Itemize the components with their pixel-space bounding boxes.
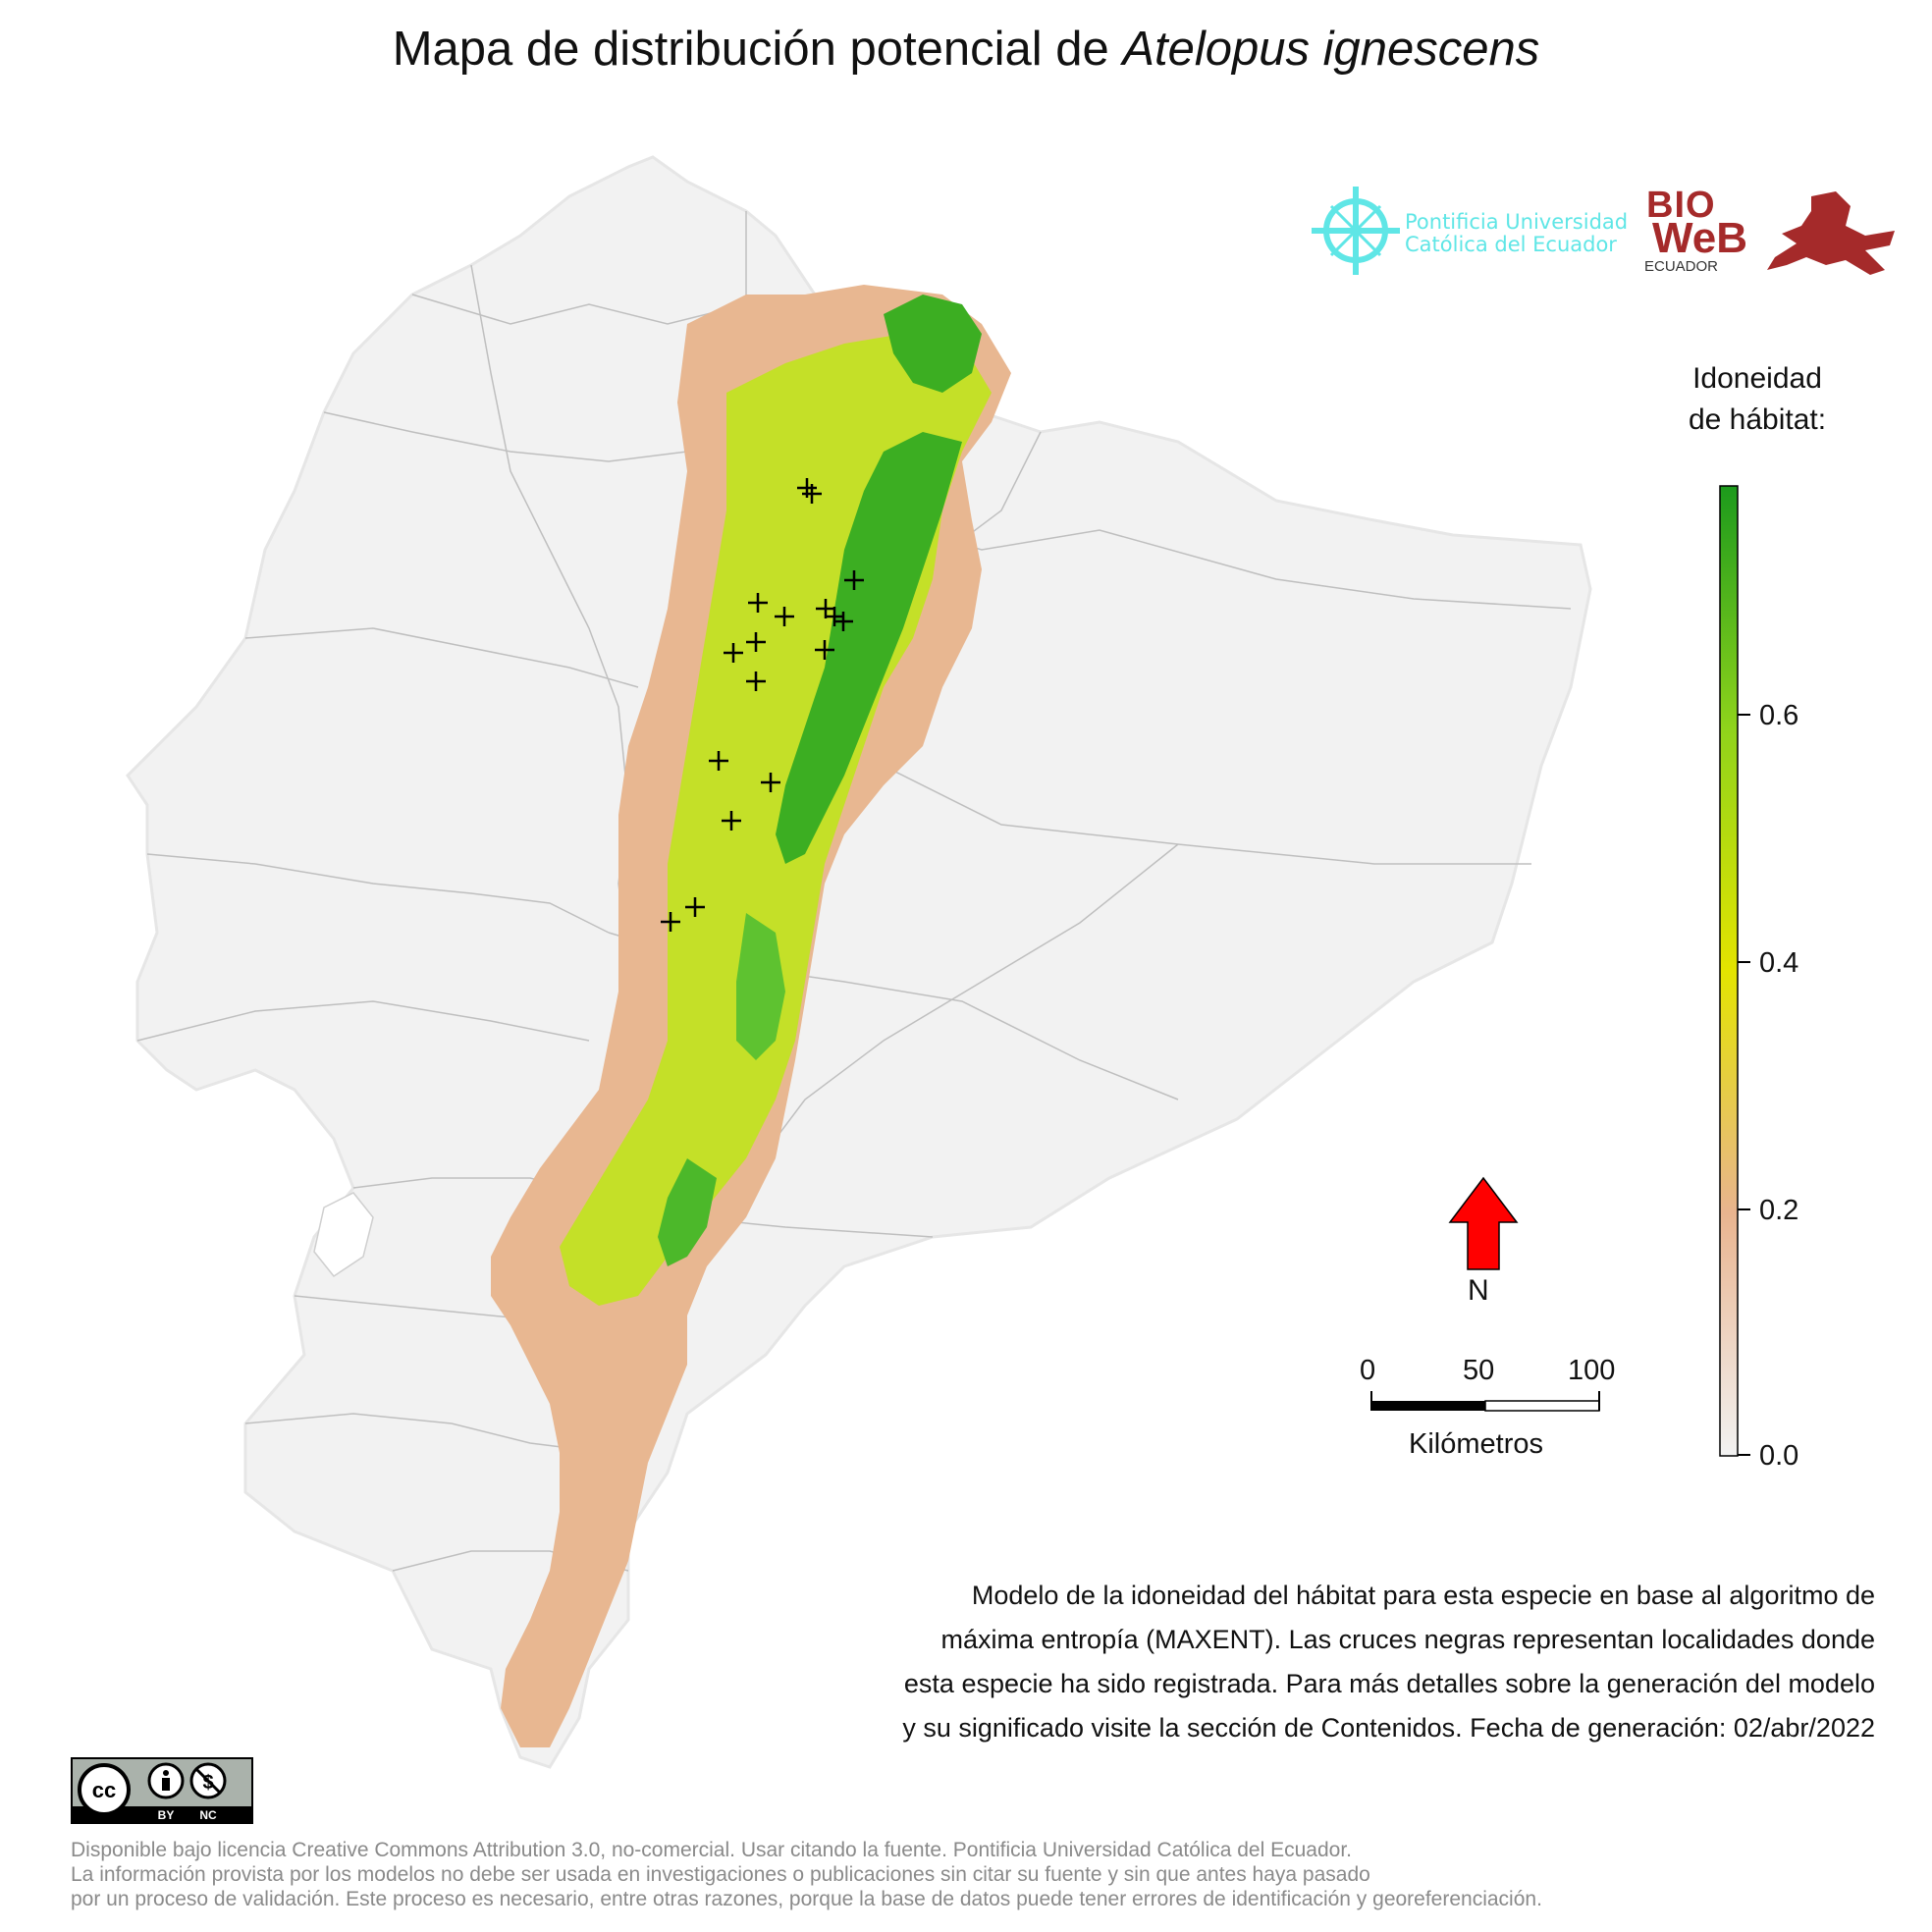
occurrence-cross [746, 632, 766, 652]
legend-tick-label: 0.6 [1759, 700, 1798, 731]
license-line: por un proceso de validación. Este proce… [71, 1888, 1542, 1910]
occurrence-cross [844, 570, 864, 590]
occurrence-cross [685, 897, 705, 917]
license-line: Disponible bajo licencia Creative Common… [71, 1839, 1352, 1861]
map-caption: Modelo de la idoneidad del hábitat para … [746, 1574, 1875, 1750]
bioweb-logo: BIO WeB ECUADOR [1644, 185, 1900, 283]
scale-unit-label: Kilómetros [1409, 1428, 1543, 1460]
occurrence-cross [746, 671, 766, 691]
occurrence-points [661, 478, 864, 932]
occurrence-cross [709, 751, 728, 771]
cc-badge-nc: NC [199, 1808, 217, 1822]
legend-title-line2: de hábitat: [1688, 403, 1827, 436]
title-species: Atelopus ignescens [1122, 23, 1540, 76]
cc-badge-cc: cc [92, 1778, 116, 1802]
occurrence-cross [724, 643, 743, 663]
occurrence-cross [748, 593, 768, 613]
occurrence-cross [761, 773, 780, 792]
occurrence-cross [825, 607, 844, 626]
habitat-high-central [736, 913, 785, 1060]
habitat-high-north [884, 295, 982, 393]
page-title: Mapa de distribución potencial de Atelop… [0, 22, 1932, 77]
legend-tick-label: 0.0 [1759, 1440, 1798, 1472]
caption-line: esta especie ha sido registrada. Para má… [903, 1669, 1875, 1698]
legend-tick-label: 0.2 [1759, 1195, 1798, 1226]
cc-badge-by: BY [158, 1808, 175, 1822]
north-label: N [1468, 1274, 1489, 1307]
gulf-island [313, 1192, 374, 1278]
license-text: Disponible bajo licencia Creative Common… [71, 1838, 1916, 1911]
legend-tick-label: 0.4 [1759, 947, 1798, 979]
scale-label-0: 0 [1360, 1355, 1376, 1386]
occurrence-cross [815, 640, 834, 660]
caption-line: Modelo de la idoneidad del hábitat para … [971, 1581, 1875, 1610]
bioweb-logo-ecuador: ECUADOR [1644, 258, 1719, 275]
legend-color-bar [1719, 485, 1739, 1457]
legend-title-line1: Idoneidad [1692, 362, 1822, 395]
puce-logo-line1: Pontificia Universidad [1405, 210, 1629, 234]
ecuador-country-shape [126, 155, 1592, 1769]
cc-license-badge: cc $ BY NC [71, 1757, 253, 1824]
habitat-high [776, 432, 962, 864]
legend-tick-labels: 0.0 0.2 0.4 0.6 [1759, 700, 1798, 1472]
occurrence-cross [722, 811, 741, 831]
bioweb-logo-web: WeB [1652, 214, 1747, 262]
occurrence-cross [661, 912, 680, 932]
occurrence-cross [816, 599, 835, 618]
scale-label-100: 100 [1568, 1355, 1616, 1386]
puce-logo-line2: Católica del Ecuador [1405, 233, 1617, 256]
scale-bar [1370, 1391, 1600, 1412]
title-prefix: Mapa de distribución potencial de [392, 23, 1123, 76]
caption-line: y su significado visite la sección de Co… [902, 1713, 1875, 1743]
scale-label-50: 50 [1463, 1355, 1495, 1386]
puce-logo: Pontificia Universidad Católica del Ecua… [1311, 182, 1635, 280]
caption-line: máxima entropía (MAXENT). Las cruces neg… [940, 1625, 1875, 1654]
legend-ticks [1738, 714, 1750, 1456]
license-line: La información provista por los modelos … [71, 1863, 1370, 1886]
north-arrow-icon [1448, 1176, 1519, 1270]
frog-logo-icon [1767, 191, 1895, 275]
occurrence-cross [775, 607, 794, 626]
bioweb-logo-bio: BIO [1646, 185, 1716, 226]
puce-logo-icon [1312, 187, 1400, 275]
habitat-high-south [658, 1158, 717, 1266]
occurrence-cross [802, 484, 822, 504]
occurrence-cross [833, 612, 853, 631]
legend-title: Idoneidad de hábitat: [1659, 358, 1855, 441]
